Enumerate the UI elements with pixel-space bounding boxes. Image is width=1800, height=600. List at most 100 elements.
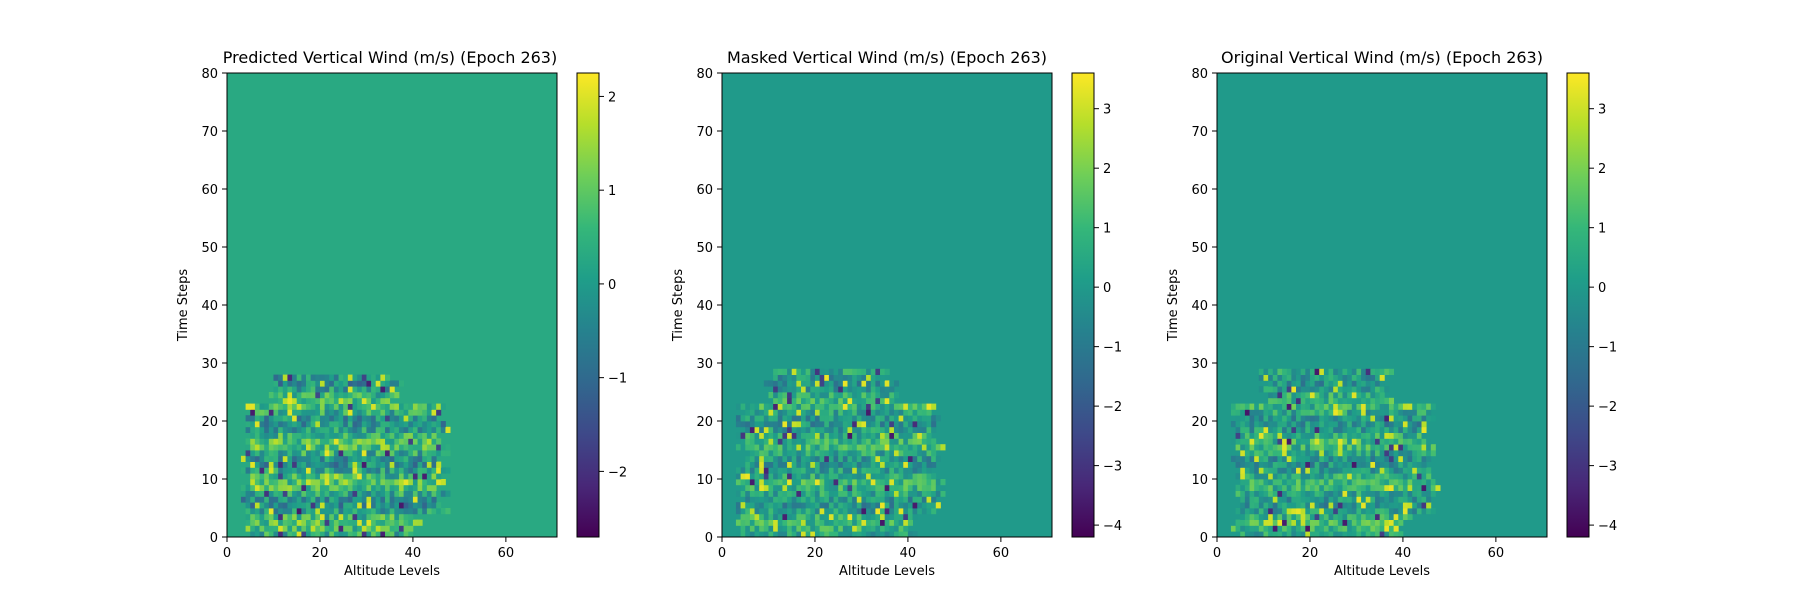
heatmap-cell	[1407, 473, 1413, 480]
heatmap-cell	[1291, 519, 1297, 526]
heatmap-cell	[361, 426, 367, 433]
heatmap-cell	[875, 490, 881, 497]
heatmap-cell	[782, 450, 788, 457]
heatmap-cell	[805, 450, 811, 457]
heatmap-cell	[440, 467, 446, 474]
heatmap-cell	[1365, 461, 1371, 468]
heatmap-cell	[426, 409, 432, 416]
heatmap-cell	[893, 496, 900, 503]
heatmap-cell	[1263, 403, 1269, 410]
heatmap-cell	[375, 490, 381, 497]
heatmap-cell	[292, 502, 298, 509]
heatmap-cell	[773, 513, 779, 520]
heatmap-cell	[921, 438, 927, 445]
heatmap-cell	[828, 438, 834, 445]
heatmap-cell	[842, 508, 848, 515]
heatmap-cell	[889, 392, 895, 399]
heatmap-cell	[1365, 496, 1371, 503]
heatmap-cell	[926, 502, 932, 509]
heatmap-cell	[1268, 380, 1274, 387]
heatmap-cell	[403, 508, 409, 515]
heatmap-cell	[940, 484, 946, 491]
heatmap-cell	[1347, 392, 1353, 399]
heatmap-cell	[828, 484, 834, 491]
heatmap-cell	[1296, 455, 1302, 462]
heatmap-cell	[1254, 426, 1260, 433]
heatmap-cell	[1347, 386, 1353, 393]
heatmap-cell	[273, 513, 279, 520]
heatmap-cell	[870, 438, 876, 445]
heatmap-cell	[796, 467, 802, 474]
heatmap-cell	[1384, 502, 1390, 509]
heatmap-cell	[1412, 479, 1418, 486]
heatmap-cell	[329, 432, 335, 439]
heatmap-cell	[875, 386, 881, 393]
heatmap-cell	[389, 403, 395, 410]
heatmap-cell	[301, 386, 307, 393]
colorbar-tick-label: −2	[608, 465, 627, 480]
heatmap-cell	[1361, 479, 1367, 486]
heatmap-cell	[889, 513, 895, 520]
heatmap-cell	[301, 461, 307, 468]
heatmap-cell	[754, 531, 760, 538]
heatmap-cell	[745, 473, 751, 480]
heatmap-cell	[324, 444, 330, 451]
heatmap-cell	[1323, 502, 1329, 509]
heatmap-cell	[875, 496, 881, 503]
heatmap-cell	[782, 392, 788, 399]
heatmap-cell	[254, 455, 260, 462]
heatmap-cell	[366, 519, 372, 526]
heatmap-cell	[296, 397, 302, 404]
heatmap-cell	[445, 444, 451, 451]
heatmap-cell	[773, 374, 779, 381]
heatmap-cell	[1296, 409, 1302, 416]
heatmap-cell	[1421, 461, 1427, 468]
heatmap-cell	[819, 403, 825, 410]
heatmap-cell	[1347, 438, 1353, 445]
heatmap-cell	[801, 473, 807, 480]
heatmap-cell	[875, 461, 881, 468]
heatmap-cell	[852, 392, 858, 399]
heatmap-cell	[1272, 490, 1278, 497]
heatmap-cell	[1379, 531, 1385, 538]
heatmap-cell	[824, 415, 830, 422]
heatmap-cell	[408, 438, 414, 445]
heatmap-cell	[1254, 513, 1260, 520]
x-tick-label: 40	[405, 546, 422, 561]
heatmap-cell	[1323, 461, 1329, 468]
heatmap-cell	[824, 455, 830, 462]
heatmap-cell	[287, 484, 293, 491]
heatmap-cell	[1388, 502, 1395, 509]
heatmap-cell	[903, 467, 909, 474]
heatmap-cell	[768, 502, 774, 509]
heatmap-cell	[763, 467, 769, 474]
colorbar-tick-label: −1	[1103, 341, 1122, 356]
heatmap-cell	[805, 479, 811, 486]
heatmap-cell	[380, 502, 386, 509]
heatmap-cell	[861, 484, 867, 491]
heatmap-cell	[1305, 392, 1311, 399]
heatmap-cell	[796, 409, 802, 416]
heatmap-cell	[1379, 508, 1385, 515]
heatmap-cell	[819, 519, 825, 526]
heatmap-cell	[1351, 421, 1357, 428]
heatmap-cell	[431, 426, 437, 433]
heatmap-cell	[292, 380, 298, 387]
heatmap-cell	[1407, 461, 1413, 468]
heatmap-cell	[1333, 473, 1339, 480]
heatmap-cell	[361, 473, 367, 480]
heatmap-cell	[319, 473, 326, 480]
heatmap-cell	[842, 496, 848, 503]
heatmap-cell	[1351, 368, 1357, 375]
heatmap-cell	[777, 455, 783, 462]
heatmap-cell	[842, 513, 848, 520]
heatmap-cell	[1347, 415, 1353, 422]
heatmap-cell	[315, 513, 321, 520]
heatmap-cell	[801, 496, 807, 503]
x-axis: 0 20 40 60	[1213, 537, 1504, 561]
heatmap-cell	[315, 461, 321, 468]
heatmap-cell	[745, 421, 751, 428]
heatmap-cell	[268, 409, 274, 416]
heatmap-cell	[1305, 374, 1311, 381]
heatmap-cell	[880, 374, 886, 381]
